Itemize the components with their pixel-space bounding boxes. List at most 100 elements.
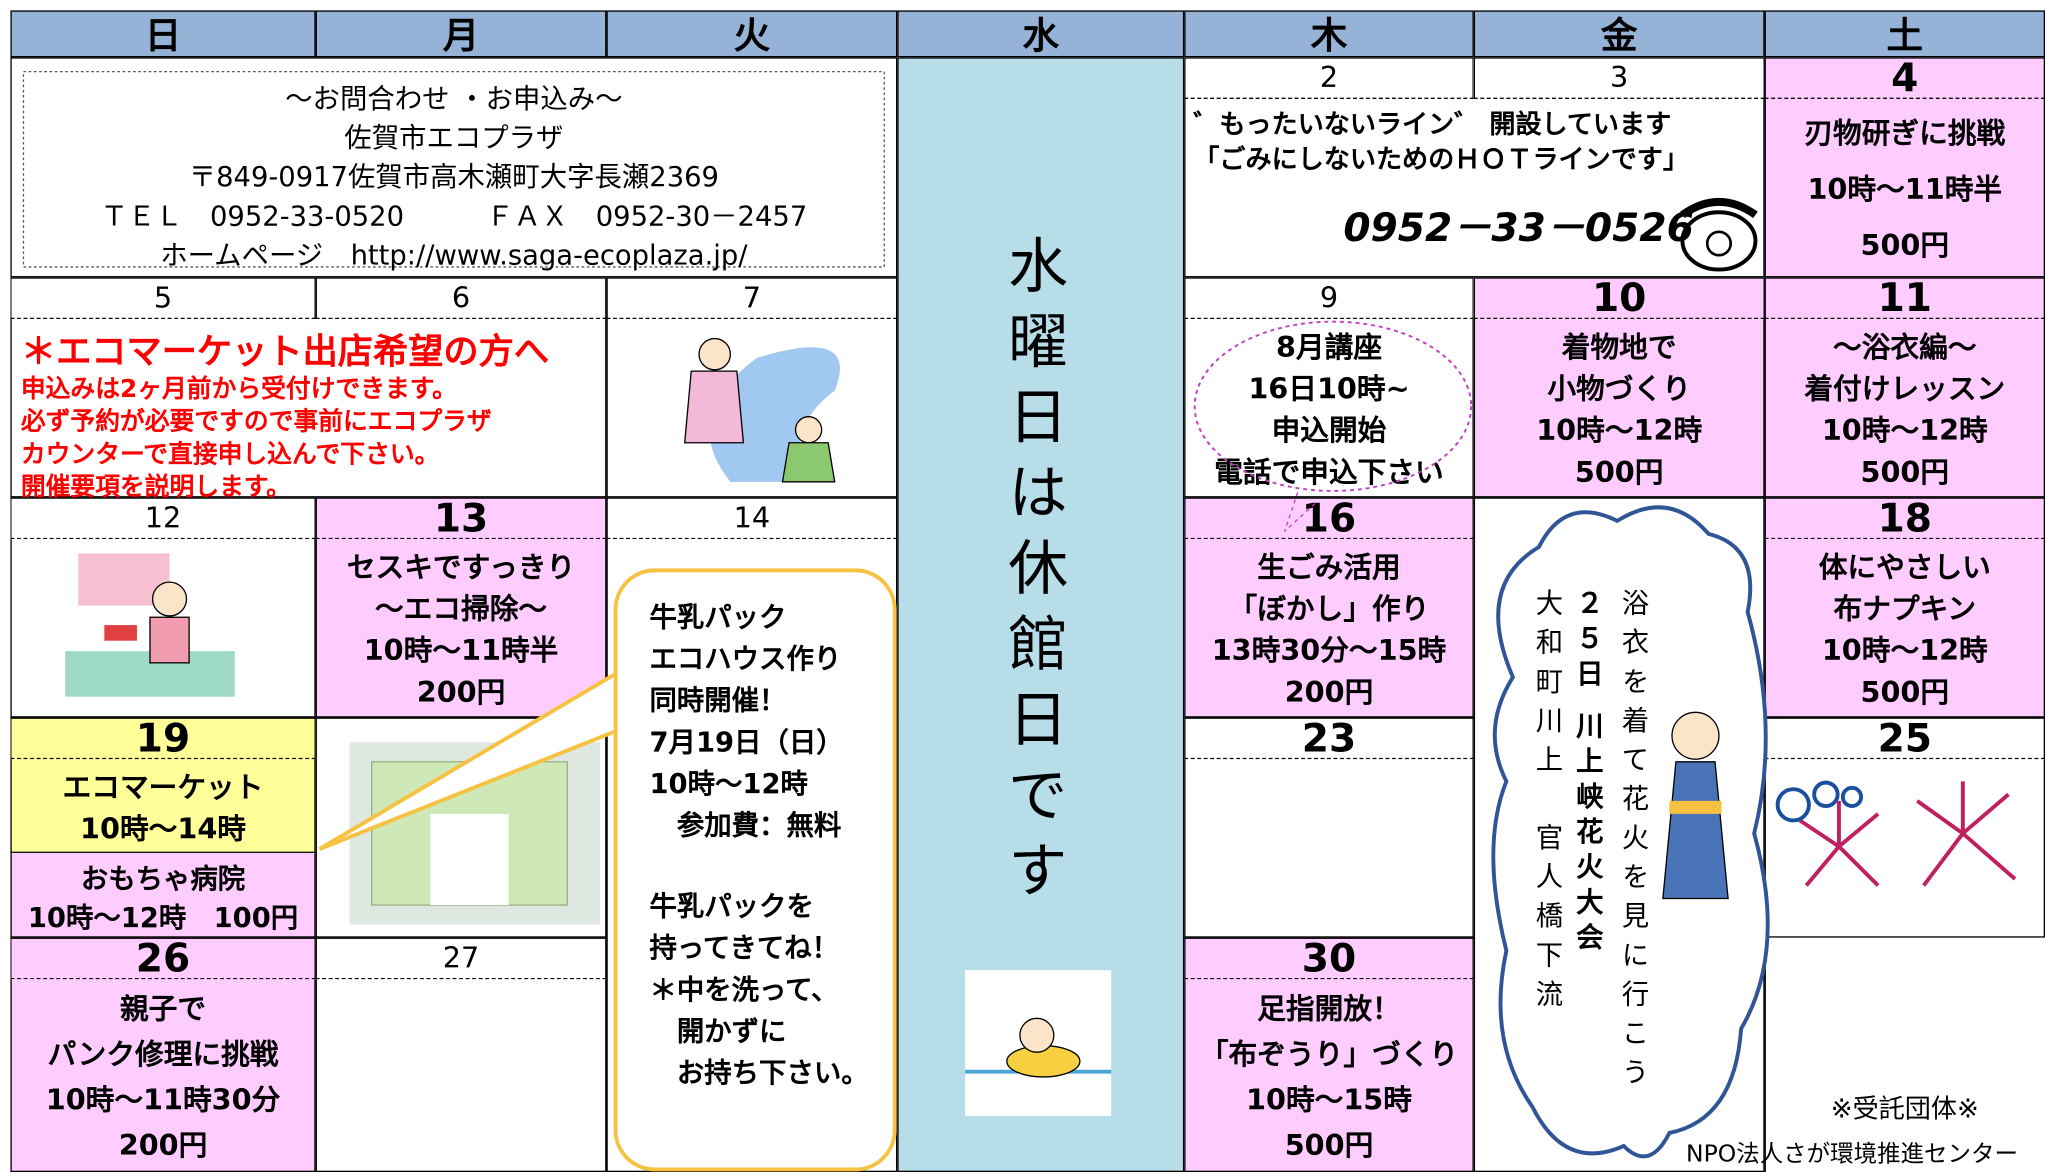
- text-line: 200円: [118, 1129, 208, 1163]
- notice-lines: 申込みは2ヶ月前から受付けできます。必ず予約が必要ですので事前にエコプラザ カウン…: [21, 374, 601, 504]
- text-line: 体にやさしい: [1818, 552, 1991, 585]
- callout-tail: [318, 668, 622, 851]
- day-number: 9: [1184, 277, 1474, 320]
- phone-icon: [1680, 197, 1758, 272]
- weekday-header: 日: [10, 10, 316, 58]
- blank-cell: [1764, 937, 2045, 1172]
- text-line: おもちゃ病院: [80, 863, 246, 895]
- closed-column: [897, 57, 1185, 1172]
- swimmer-illustration: [965, 970, 1112, 1117]
- hotline-cell: [1184, 98, 1765, 278]
- callout-request: 牛乳パックを 持ってきてね！ ＊中を洗って、 開かずに お持ち下さい。: [649, 886, 884, 1094]
- day-cell: [1184, 759, 1474, 938]
- callout-text: 牛乳パック エコハウス作り 同時開催！ 7月19日（日） 10時～12時 参加費：無料 …: [649, 596, 884, 1093]
- text-line: エコマーケット: [62, 772, 264, 805]
- notice-heading: ＊エコマーケット出店希望の方へ: [20, 332, 550, 373]
- footer-label: ※受託団体※: [1830, 1092, 1979, 1124]
- day-cell-extra: おもちゃ病院 10時～12時 100円: [10, 852, 316, 938]
- day-number: 19: [10, 716, 316, 761]
- day-cell: セスキですっきり ～エコ掃除～ 10時～11時半 200円: [315, 539, 607, 718]
- text-line: 13時30分～15時: [1211, 635, 1447, 669]
- weekday-header: 月: [315, 10, 607, 58]
- day-number: 5: [10, 277, 316, 320]
- fireworks: [1775, 780, 2017, 887]
- text-line: 着付けレッスン: [1804, 373, 2006, 407]
- day-cell: [1764, 759, 2045, 938]
- text-line: ホームページ http://www.saga-ecoplaza.jp/: [160, 239, 748, 271]
- text-line: 親子で: [119, 994, 207, 1027]
- day-number: 7: [606, 277, 898, 320]
- festival-line: 浴衣を着て花火を見に行こう: [1618, 588, 1650, 1097]
- notice: ＊エコマーケット出店希望の方へ 申込みは2ヶ月前から受付けできます。必ず予約が必…: [21, 323, 601, 504]
- text-line: 生ごみ活用: [1257, 552, 1401, 585]
- text-line: 開催要項を説明します。: [20, 472, 291, 502]
- text-line: 必ず予約が必要ですので事前にエコプラザ: [20, 407, 492, 437]
- text-line: 10時～12時: [1536, 415, 1703, 448]
- day-number: 11: [1764, 275, 2045, 321]
- text-line: 牛乳パック: [649, 601, 787, 633]
- weekday-header: 水: [897, 10, 1185, 58]
- day-number: 14: [606, 497, 898, 540]
- text-line: 10時～12時: [649, 768, 808, 800]
- text-line: 参加費：無料: [649, 809, 842, 842]
- text-line: 500円: [1860, 677, 1950, 710]
- day-cell: 親子で パンク修理に挑戦 10時～11時30分 200円: [10, 979, 316, 1172]
- footer-org: NPO法人さが環境推進センター: [1686, 1140, 2018, 1169]
- day-number: 3: [1473, 57, 1765, 99]
- text-line: 200円: [1284, 677, 1374, 710]
- text-line: 佐賀市エコプラザ: [344, 122, 564, 154]
- notice-cell: [10, 319, 607, 498]
- day-number: 30: [1184, 936, 1474, 981]
- text-line: 申込みは2ヶ月前から受付けできます。: [20, 375, 457, 404]
- weekday-header: 火: [606, 10, 898, 58]
- text-line: 刃物研ぎに挑戦: [1804, 118, 2006, 152]
- day-number: 12: [10, 497, 316, 540]
- text-line: 500円: [1860, 230, 1950, 263]
- text-line: 200円: [416, 677, 506, 710]
- text-line: 着物地で: [1561, 332, 1677, 365]
- day-cell: エコマーケット 10時～14時: [10, 759, 316, 853]
- text-line: 同時開催！: [649, 684, 787, 717]
- text-line: 牛乳パックを: [649, 890, 814, 922]
- text-line: 10時～11時半: [1807, 174, 2003, 208]
- day-cell: 足指開放！ 「布ぞうり」づくり 10時～15時 500円: [1184, 979, 1474, 1172]
- weekday-header: 土: [1764, 10, 2045, 58]
- text-line: 電話で申込下さい: [1214, 457, 1444, 490]
- contact-cell: [10, 57, 898, 278]
- text-line: 10時～15時: [1246, 1084, 1412, 1118]
- text-line: 10時～11時30分: [45, 1084, 281, 1118]
- text-line: 持ってきてね！: [649, 932, 840, 964]
- day-cell: 生ごみ活用 「ぼかし」作り 13時30分～15時 200円: [1184, 539, 1474, 718]
- text-line: 「ごみにしないためのＨＯＴラインです」: [1193, 143, 1689, 175]
- text-line: 10時～12時: [1821, 415, 1988, 448]
- cloud: [1491, 505, 1770, 1159]
- text-line: ＴＥＬ 0952-33-0520 ＦＡＸ 0952-30－2457: [100, 200, 808, 232]
- text-line: 足指開放！: [1257, 994, 1401, 1027]
- day-number: 6: [315, 277, 607, 320]
- callout-box: [613, 568, 897, 1172]
- text-line: 〒849-0917佐賀市高木瀬町大字長瀬2369: [188, 161, 719, 193]
- day-cell: 着物地で 小物づくり 10時～12時 500円: [1473, 319, 1765, 498]
- tanabata-illustration: [683, 337, 840, 483]
- blank-cell: [1473, 497, 1765, 1172]
- day-number: 4: [1764, 55, 2045, 101]
- day-number: 10: [1473, 275, 1765, 321]
- text-line: カウンターで直接申し込んで下さい。: [20, 440, 440, 469]
- contact-info: ～お問合わせ ・お申込み～ 佐賀市エコプラザ 〒849-0917佐賀市高木瀬町大字長…: [26, 78, 882, 271]
- text-line: 開かずに: [649, 1015, 787, 1047]
- day-number: 27: [315, 937, 607, 980]
- text-line: ～浴衣編～: [1833, 332, 1977, 365]
- day-number: 23: [1184, 716, 1474, 761]
- contact-border: [22, 70, 885, 268]
- day-number: 2: [1184, 57, 1474, 99]
- text-line: エコハウス作り: [649, 643, 842, 675]
- text-line: ～エコ掃除～: [374, 593, 548, 627]
- text-line: 500円: [1574, 457, 1664, 490]
- text-line: 10時～11時半: [363, 635, 559, 669]
- text-line: 8月講座: [1275, 332, 1383, 365]
- ellipse-tail: [1284, 492, 1318, 532]
- festival-line: ２５日 川上峡花火大会: [1572, 588, 1605, 958]
